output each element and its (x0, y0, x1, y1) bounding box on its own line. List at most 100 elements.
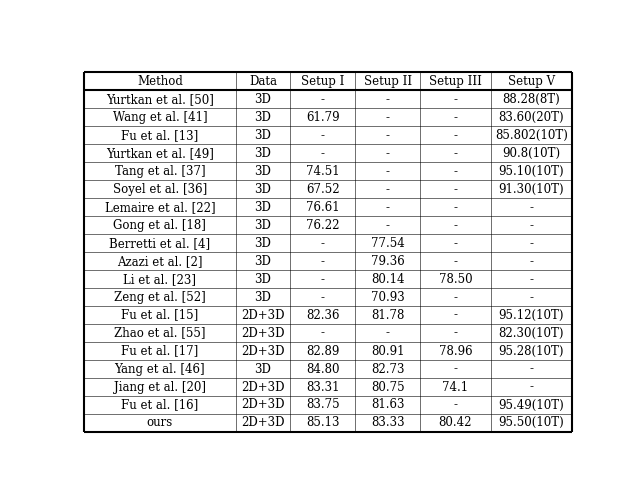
Text: 95.28(10T): 95.28(10T) (499, 345, 564, 357)
Text: -: - (386, 93, 390, 106)
Text: Soyel et al. [36]: Soyel et al. [36] (113, 183, 207, 196)
Text: 82.30(10T): 82.30(10T) (499, 326, 564, 340)
Text: 81.63: 81.63 (371, 398, 404, 412)
Text: 83.60(20T): 83.60(20T) (499, 111, 564, 124)
Text: 3D: 3D (255, 165, 271, 178)
Text: -: - (386, 147, 390, 160)
Text: 3D: 3D (255, 219, 271, 232)
Text: Fu et al. [15]: Fu et al. [15] (121, 309, 198, 321)
Text: 3D: 3D (255, 237, 271, 249)
Text: -: - (453, 309, 458, 321)
Text: Method: Method (137, 75, 183, 88)
Text: 74.1: 74.1 (442, 381, 468, 393)
Text: Data: Data (249, 75, 277, 88)
Text: Gong et al. [18]: Gong et al. [18] (113, 219, 206, 232)
Text: 2D+3D: 2D+3D (241, 398, 285, 412)
Text: -: - (453, 111, 458, 124)
Text: 82.89: 82.89 (306, 345, 339, 357)
Text: 88.28(8T): 88.28(8T) (502, 93, 560, 106)
Text: Setup I: Setup I (301, 75, 344, 88)
Text: -: - (453, 129, 458, 142)
Text: 2D+3D: 2D+3D (241, 326, 285, 340)
Text: 70.93: 70.93 (371, 291, 404, 304)
Text: -: - (321, 237, 324, 249)
Text: 95.50(10T): 95.50(10T) (499, 417, 564, 429)
Text: 91.30(10T): 91.30(10T) (499, 183, 564, 196)
Text: Fu et al. [17]: Fu et al. [17] (121, 345, 198, 357)
Text: 76.22: 76.22 (306, 219, 339, 232)
Text: -: - (321, 147, 324, 160)
Text: 76.61: 76.61 (306, 201, 339, 214)
Text: -: - (453, 219, 458, 232)
Text: Tang et al. [37]: Tang et al. [37] (115, 165, 205, 178)
Text: Yurtkan et al. [50]: Yurtkan et al. [50] (106, 93, 214, 106)
Text: 90.8(10T): 90.8(10T) (502, 147, 561, 160)
Text: -: - (453, 93, 458, 106)
Text: Jiang et al. [20]: Jiang et al. [20] (114, 381, 206, 393)
Text: Setup V: Setup V (508, 75, 555, 88)
Text: -: - (386, 165, 390, 178)
Text: 82.73: 82.73 (371, 362, 404, 376)
Text: -: - (386, 129, 390, 142)
Text: 67.52: 67.52 (306, 183, 339, 196)
Text: -: - (529, 273, 533, 285)
Text: -: - (529, 291, 533, 304)
Text: Lemaire et al. [22]: Lemaire et al. [22] (104, 201, 215, 214)
Text: 3D: 3D (255, 255, 271, 268)
Text: 95.10(10T): 95.10(10T) (499, 165, 564, 178)
Text: Zeng et al. [52]: Zeng et al. [52] (114, 291, 206, 304)
Text: -: - (453, 183, 458, 196)
Text: 80.14: 80.14 (371, 273, 404, 285)
Text: -: - (321, 291, 324, 304)
Text: 3D: 3D (255, 147, 271, 160)
Text: 78.50: 78.50 (438, 273, 472, 285)
Text: 95.49(10T): 95.49(10T) (499, 398, 564, 412)
Text: Zhao et al. [55]: Zhao et al. [55] (114, 326, 205, 340)
Text: Li et al. [23]: Li et al. [23] (124, 273, 196, 285)
Text: 83.31: 83.31 (306, 381, 339, 393)
Text: -: - (453, 326, 458, 340)
Text: 74.51: 74.51 (306, 165, 339, 178)
Text: 2D+3D: 2D+3D (241, 417, 285, 429)
Text: 84.80: 84.80 (306, 362, 339, 376)
Text: -: - (453, 398, 458, 412)
Text: -: - (529, 255, 533, 268)
Text: 2D+3D: 2D+3D (241, 309, 285, 321)
Text: -: - (321, 273, 324, 285)
Text: -: - (453, 201, 458, 214)
Text: 2D+3D: 2D+3D (241, 381, 285, 393)
Text: -: - (453, 237, 458, 249)
Text: -: - (529, 201, 533, 214)
Text: -: - (529, 219, 533, 232)
Text: -: - (386, 326, 390, 340)
Text: -: - (453, 147, 458, 160)
Text: 85.13: 85.13 (306, 417, 339, 429)
Text: 3D: 3D (255, 183, 271, 196)
Text: -: - (453, 362, 458, 376)
Text: -: - (386, 111, 390, 124)
Text: ours: ours (147, 417, 173, 429)
Text: 3D: 3D (255, 291, 271, 304)
Text: -: - (321, 93, 324, 106)
Text: 80.42: 80.42 (438, 417, 472, 429)
Text: Setup III: Setup III (429, 75, 482, 88)
Text: -: - (529, 381, 533, 393)
Text: 3D: 3D (255, 273, 271, 285)
Text: Wang et al. [41]: Wang et al. [41] (113, 111, 207, 124)
Text: -: - (453, 165, 458, 178)
Text: 2D+3D: 2D+3D (241, 345, 285, 357)
Text: 3D: 3D (255, 111, 271, 124)
Text: -: - (453, 291, 458, 304)
Text: Yurtkan et al. [49]: Yurtkan et al. [49] (106, 147, 214, 160)
Text: -: - (321, 255, 324, 268)
Text: 83.33: 83.33 (371, 417, 404, 429)
Text: -: - (321, 129, 324, 142)
Text: 80.91: 80.91 (371, 345, 404, 357)
Text: 78.96: 78.96 (438, 345, 472, 357)
Text: -: - (321, 326, 324, 340)
Text: Azazi et al. [2]: Azazi et al. [2] (117, 255, 203, 268)
Text: 3D: 3D (255, 129, 271, 142)
Text: 3D: 3D (255, 362, 271, 376)
Text: 80.75: 80.75 (371, 381, 404, 393)
Text: -: - (386, 201, 390, 214)
